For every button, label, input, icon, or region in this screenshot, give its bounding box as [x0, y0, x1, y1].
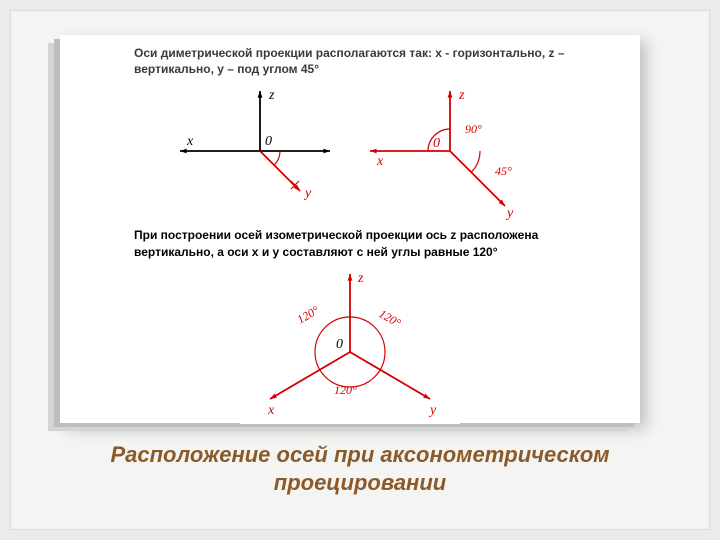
content-panel: Оси диметрической проекции располагаются…: [60, 35, 640, 423]
svg-text:y: y: [303, 186, 312, 201]
svg-text:45°: 45°: [495, 164, 512, 178]
svg-text:x: x: [186, 134, 194, 149]
diagram-isometric: z x y 120° 120° 120° 0: [240, 264, 460, 424]
svg-text:z: z: [268, 88, 275, 103]
svg-text:x: x: [267, 403, 275, 418]
svg-text:90°: 90°: [465, 122, 482, 136]
svg-text:0: 0: [265, 134, 272, 149]
diagram-dimetric-left: z x y 0: [165, 81, 345, 221]
caption-dimetric: Оси диметрической проекции располагаются…: [130, 45, 570, 77]
slide: Оси диметрической проекции располагаются…: [0, 0, 720, 540]
caption-isometric: При построении осей изометрической проек…: [130, 227, 570, 259]
slide-title: Расположение осей при аксонометрическом …: [10, 441, 710, 496]
svg-text:z: z: [458, 88, 465, 103]
dimetric-row: z x y 0 z x y 90° 45° 0: [130, 81, 570, 221]
svg-text:y: y: [505, 206, 514, 221]
svg-text:x: x: [376, 154, 384, 169]
diagram-dimetric-right: z x y 90° 45° 0: [355, 81, 535, 221]
svg-text:z: z: [357, 271, 364, 286]
svg-text:y: y: [428, 403, 437, 418]
svg-text:120°: 120°: [334, 383, 357, 397]
svg-text:0: 0: [433, 136, 440, 151]
isometric-row: z x y 120° 120° 120° 0: [130, 264, 570, 424]
svg-text:120°: 120°: [377, 306, 404, 330]
svg-text:120°: 120°: [295, 303, 322, 327]
svg-text:0: 0: [336, 337, 343, 352]
